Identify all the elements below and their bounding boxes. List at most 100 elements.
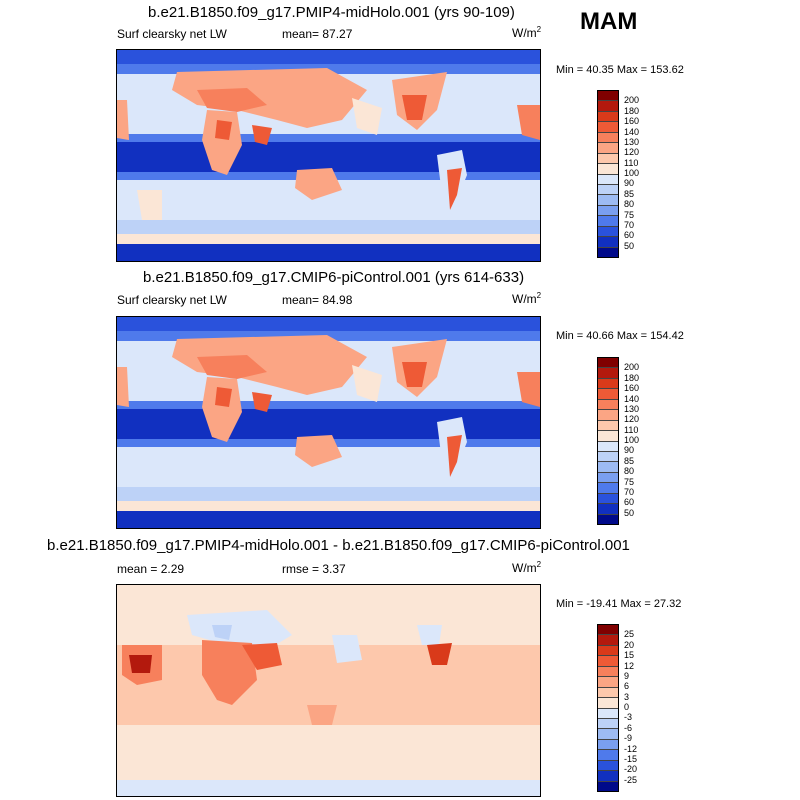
colorbar-box [598, 750, 618, 761]
colorbar-box [598, 625, 618, 636]
colorbar-tick-label: -9 [624, 733, 633, 744]
colorbar-tick-label: 180 [624, 105, 640, 116]
colorbar-box [598, 635, 618, 646]
colorbar-box [598, 132, 618, 144]
colorbar-tick-label: 50 [624, 507, 635, 518]
colorbar-tick-label: -3 [624, 712, 633, 723]
panel-2-title: b.e21.B1850.f09_g17.CMIP6-piControl.001 … [143, 269, 525, 286]
colorbar-tick-label: 12 [624, 660, 635, 671]
colorbar-box [598, 760, 618, 772]
colorbar-tick-label: 85 [624, 188, 635, 199]
colorbar-box [598, 451, 618, 463]
colorbar-tick-label: 70 [624, 486, 635, 497]
colorbar-box [598, 399, 618, 411]
colorbar-box [598, 205, 618, 217]
colorbar-tick-label: -12 [624, 743, 638, 754]
colorbar-box [598, 153, 618, 165]
colorbar-tick-label: 120 [624, 147, 640, 158]
colorbar-tick-label: 0 [624, 702, 630, 712]
colorbar-tick-label: 90 [624, 445, 635, 456]
panel-3-rmse-label: rmse = 3.37 [282, 562, 346, 576]
colorbar-tick-label: 60 [624, 230, 635, 241]
colorbar-tick-label: 70 [624, 219, 635, 230]
colorbar-box [598, 111, 618, 123]
colorbar-tick-label: 110 [624, 157, 639, 168]
colorbar-box [598, 718, 618, 730]
panel-1-minmax: Min = 40.35 Max = 153.62 [556, 64, 684, 76]
colorbar-tick-label: 200 [624, 95, 640, 106]
colorbar-tick-label: -25 [624, 774, 638, 785]
colorbar-box [598, 431, 618, 442]
colorbar-box [598, 164, 618, 175]
colorbar-box [598, 656, 618, 667]
colorbar-tick-label: 3 [624, 691, 630, 702]
panel-3-map [116, 584, 541, 797]
season-label: MAM [580, 8, 638, 35]
colorbar-box [598, 687, 618, 699]
panel-1-map [116, 49, 541, 262]
panel-3-colorbar [597, 624, 619, 792]
panel-2-variable-label: Surf clearsky net LW [117, 293, 227, 307]
colorbar-box [598, 358, 618, 369]
colorbar-tick-label: 50 [624, 240, 635, 251]
colorbar-tick-label: 80 [624, 466, 635, 477]
colorbar-box [598, 247, 618, 257]
colorbar-box [598, 378, 618, 390]
colorbar-tick-label: 110 [624, 424, 639, 435]
colorbar-tick-label: 130 [624, 403, 640, 414]
colorbar-box [598, 514, 618, 524]
colorbar-tick-label: 75 [624, 476, 635, 487]
colorbar-tick-label: 80 [624, 199, 635, 210]
colorbar-box [598, 739, 618, 751]
colorbar-tick-label: 160 [624, 383, 640, 394]
panel-1-colorbar [597, 90, 619, 258]
colorbar-box [598, 143, 618, 154]
colorbar-box [598, 420, 618, 432]
panel-2-map [116, 316, 541, 529]
colorbar-box [598, 410, 618, 421]
colorbar-box [598, 645, 618, 657]
colorbar-box [598, 781, 618, 791]
colorbar-tick-label: 85 [624, 455, 635, 466]
colorbar-box [598, 237, 618, 248]
colorbar-tick-label: -20 [624, 764, 638, 775]
colorbar-tick-label: 100 [624, 435, 640, 445]
colorbar-box [598, 698, 618, 709]
colorbar-box [598, 462, 618, 473]
colorbar-box [598, 101, 618, 112]
colorbar-tick-label: -15 [624, 753, 638, 764]
colorbar-box [598, 708, 618, 719]
colorbar-box [598, 493, 618, 505]
colorbar-box [598, 184, 618, 196]
colorbar-tick-label: 120 [624, 414, 640, 425]
colorbar-tick-label: 25 [624, 629, 635, 640]
colorbar-tick-label: 140 [624, 126, 640, 137]
colorbar-tick-label: 200 [624, 362, 640, 373]
panel-2-units: W/m2 [512, 291, 542, 306]
colorbar-box [598, 122, 618, 133]
colorbar-tick-label: 140 [624, 393, 640, 404]
panel-3-minmax: Min = -19.41 Max = 27.32 [556, 598, 682, 610]
colorbar-box [598, 472, 618, 484]
panel-2-minmax: Min = 40.66 Max = 154.42 [556, 330, 684, 342]
colorbar-tick-label: 20 [624, 639, 635, 650]
colorbar-box [598, 226, 618, 238]
panel-1-mean-label: mean= 87.27 [282, 27, 353, 41]
colorbar-box [598, 441, 618, 452]
colorbar-box [598, 729, 618, 740]
colorbar-box [598, 216, 618, 227]
colorbar-box [598, 666, 618, 678]
colorbar-tick-label: 100 [624, 168, 640, 178]
colorbar-tick-label: 180 [624, 372, 640, 383]
colorbar-box [598, 677, 618, 688]
colorbar-tick-label: 90 [624, 178, 635, 189]
panel-1-title: b.e21.B1850.f09_g17.PMIP4-midHolo.001 (y… [148, 4, 515, 21]
colorbar-box [598, 771, 618, 782]
panel-2-colorbar [597, 357, 619, 525]
colorbar-box [598, 195, 618, 206]
colorbar-box [598, 504, 618, 515]
panel-3-title: b.e21.B1850.f09_g17.PMIP4-midHolo.001 - … [47, 537, 630, 554]
colorbar-tick-label: 60 [624, 497, 635, 508]
colorbar-box [598, 389, 618, 400]
colorbar-tick-label: 160 [624, 116, 640, 127]
